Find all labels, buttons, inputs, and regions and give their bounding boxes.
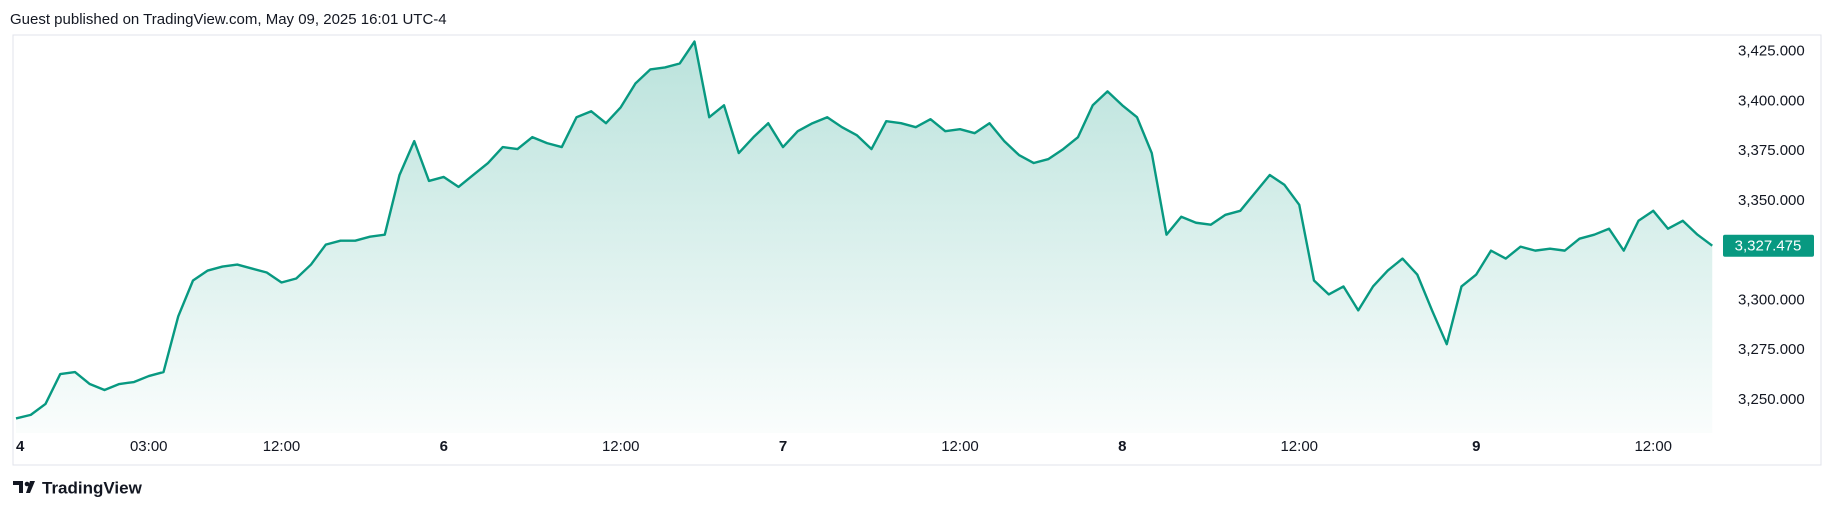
footer-brand: TradingView — [42, 478, 143, 497]
price-tag — [1723, 234, 1814, 257]
y-tick-label: 3,300.000 — [1738, 291, 1805, 308]
y-tick-label: 3,275.000 — [1738, 341, 1805, 358]
chart-frame — [12, 34, 1822, 466]
price-line — [15, 40, 1713, 420]
logo — [13, 481, 35, 493]
x-tick-label: 12:00 — [941, 438, 979, 455]
x-tick-label: 03:00 — [130, 438, 168, 455]
header: Guest published on TradingView.com, May … — [10, 11, 447, 28]
y-tick-label: 3,250.000 — [1738, 391, 1805, 408]
x-tick-label: 7 — [779, 438, 787, 455]
y-tick-label: 3,350.000 — [1738, 192, 1805, 209]
x-tick-label: 6 — [440, 438, 448, 455]
y-tick-label: 3,375.000 — [1738, 142, 1805, 159]
x-tick-label: 12:00 — [602, 438, 640, 455]
x-tick-label: 9 — [1472, 438, 1480, 455]
y-tick-label: 3,400.000 — [1738, 92, 1805, 109]
x-tick-label: 12:00 — [1280, 438, 1318, 455]
price-tag-label: 3,327.475 — [1735, 238, 1802, 255]
x-tick-label: 8 — [1118, 438, 1126, 455]
x-tick-label: 12:00 — [263, 438, 301, 455]
y-tick-label: 3,425.000 — [1738, 42, 1805, 59]
area-fill — [16, 41, 1713, 434]
x-tick-label: 4 — [16, 438, 25, 455]
x-tick-label: 12:00 — [1634, 438, 1672, 455]
